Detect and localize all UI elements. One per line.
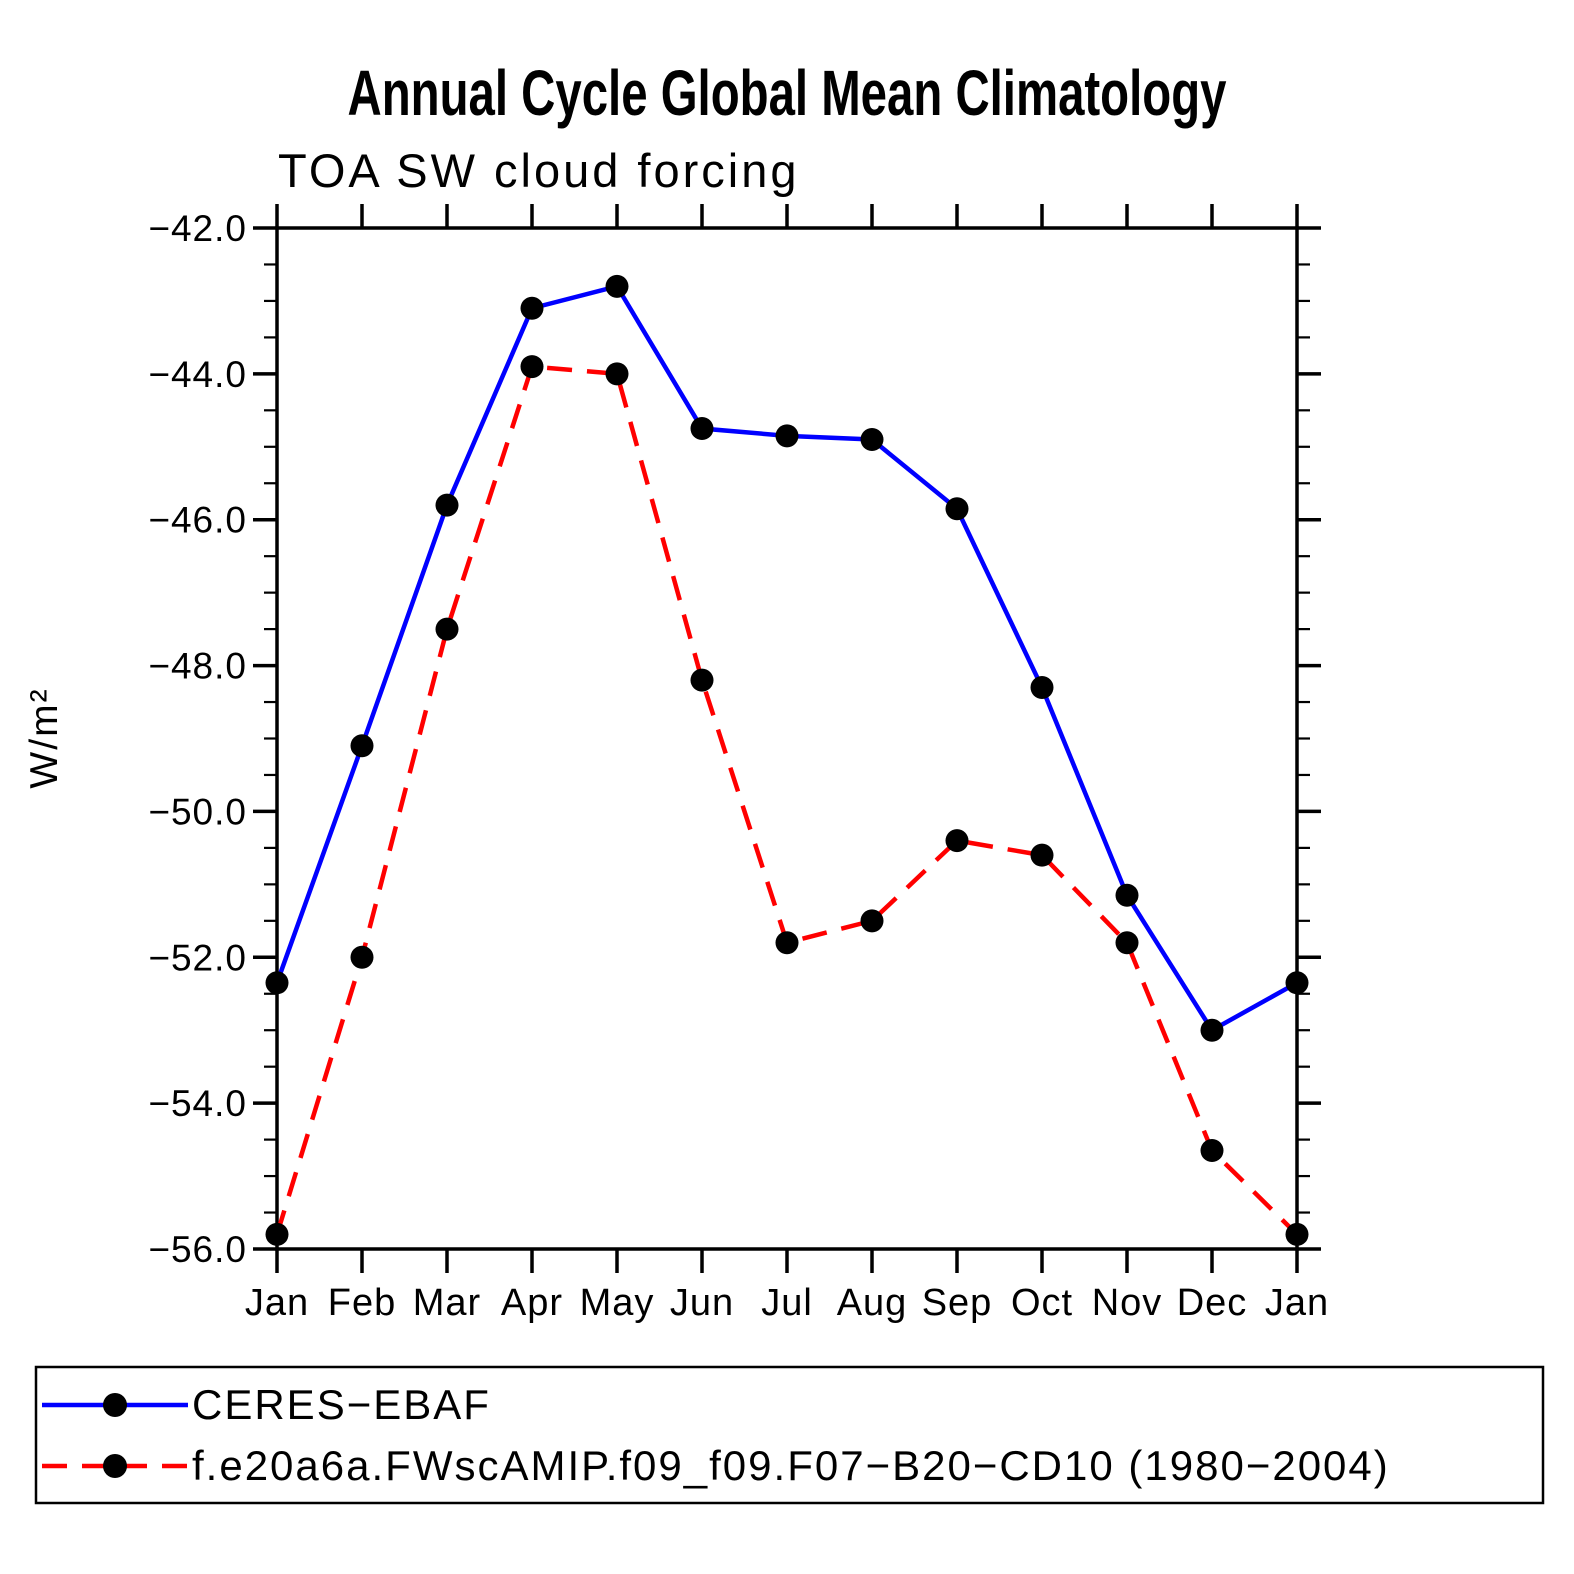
chart-subtitle: TOA SW cloud forcing bbox=[278, 144, 800, 197]
y-tick-label: −44.0 bbox=[148, 354, 247, 395]
y-axis-title: W/m² bbox=[23, 687, 66, 788]
y-tick-label: −46.0 bbox=[148, 500, 247, 541]
x-tick-label: Jun bbox=[670, 1282, 734, 1324]
series-0-data-point-marker bbox=[1030, 675, 1054, 699]
series-0-data-point-marker bbox=[520, 296, 544, 320]
series-1-data-point-marker bbox=[1200, 1139, 1224, 1163]
series-1-data-point-marker bbox=[945, 829, 969, 853]
series-1-line bbox=[274, 364, 1299, 1237]
series-0-line bbox=[274, 283, 1299, 1034]
y-tick-label: −56.0 bbox=[148, 1229, 247, 1270]
x-tick-label: Oct bbox=[1011, 1282, 1073, 1324]
legend-label: f.e20a6a.FWscAMIP.f09_f09.F07−B20−CD10 (… bbox=[192, 1442, 1390, 1489]
series-0-data-point-marker bbox=[690, 417, 714, 441]
series-0-data-point-marker bbox=[350, 734, 374, 758]
x-tick-label: Nov bbox=[1092, 1282, 1163, 1324]
legend-label: CERES−EBAF bbox=[192, 1381, 491, 1428]
series-1-data-point-marker bbox=[1030, 843, 1054, 867]
y-tick-label: −48.0 bbox=[148, 646, 247, 687]
series-0-data-point-marker bbox=[775, 424, 799, 448]
y-tick-label: −52.0 bbox=[148, 937, 247, 978]
series-0-data-point-marker bbox=[1285, 971, 1309, 995]
series-0-data-point-marker bbox=[265, 971, 289, 995]
x-tick-label: May bbox=[580, 1282, 655, 1324]
y-tick-label: −54.0 bbox=[148, 1083, 247, 1124]
series-1-data-point-marker bbox=[435, 617, 459, 641]
legend-marker-dot bbox=[103, 1454, 127, 1478]
series-1-data-point-marker bbox=[605, 362, 629, 386]
series-0-data-point-marker bbox=[605, 274, 629, 298]
y-tick-label: −50.0 bbox=[148, 791, 247, 832]
plot-frame bbox=[275, 226, 1299, 1251]
series-1-data-point-marker bbox=[1115, 931, 1139, 955]
x-tick-label: Dec bbox=[1177, 1282, 1248, 1324]
x-tick-label: Aug bbox=[837, 1282, 908, 1324]
series-0-data-point-marker bbox=[1200, 1018, 1224, 1042]
x-tick-label: Jan bbox=[245, 1282, 309, 1324]
series-0-data-point-marker bbox=[435, 493, 459, 517]
series-0-data-point-marker bbox=[945, 497, 969, 521]
legend-box bbox=[34, 1365, 1545, 1505]
x-tick-label: Apr bbox=[501, 1282, 563, 1324]
x-tick-label: Mar bbox=[413, 1282, 481, 1324]
y-tick-label: −42.0 bbox=[148, 208, 247, 249]
x-tick-label: Jul bbox=[761, 1282, 813, 1324]
legend-marker-dot bbox=[103, 1393, 127, 1417]
x-tick-label: Jan bbox=[1265, 1282, 1329, 1324]
series-1-data-point-marker bbox=[775, 931, 799, 955]
x-tick-label: Feb bbox=[328, 1282, 396, 1324]
x-tick-label: Sep bbox=[922, 1282, 993, 1324]
page-title: Annual Cycle Global Mean Climatology bbox=[347, 57, 1227, 129]
series-1-data-point-marker bbox=[690, 668, 714, 692]
series-1-data-point-marker bbox=[1285, 1222, 1309, 1246]
series-0-data-point-marker bbox=[1115, 883, 1139, 907]
series-1-data-point-marker bbox=[520, 355, 544, 379]
series-1-data-point-marker bbox=[265, 1222, 289, 1246]
series-1-data-point-marker bbox=[350, 945, 374, 969]
series-1-data-point-marker bbox=[860, 909, 884, 933]
series-0-data-point-marker bbox=[860, 427, 884, 451]
